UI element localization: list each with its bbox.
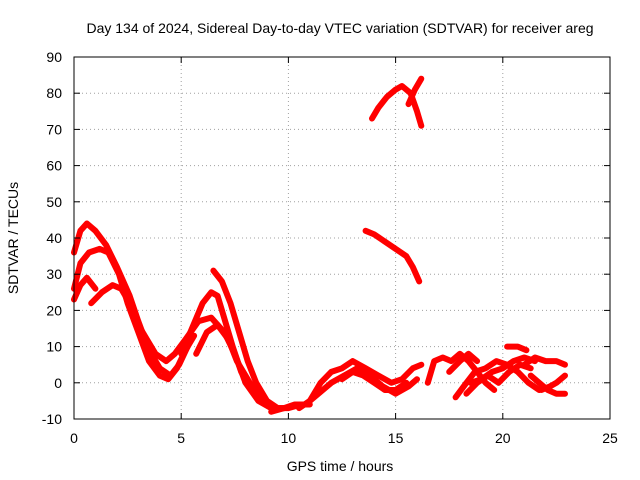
x-axis-ticks: 0 5 10 15 20 25 — [70, 57, 618, 446]
y-axis-title: SDTVAR / TECUs — [5, 182, 21, 294]
y-tick-label: 70 — [46, 121, 62, 137]
series-arc-11 — [339, 368, 410, 393]
series-group — [71, 75, 568, 415]
y-tick-label: 0 — [54, 375, 62, 391]
y-tick-label: 30 — [46, 266, 62, 282]
series-arc-21 — [521, 354, 568, 368]
series-arc-13 — [369, 83, 425, 129]
x-tick-label: 25 — [602, 430, 618, 446]
series-arc-9 — [296, 358, 425, 412]
series-arc-14 — [405, 75, 425, 108]
series-arc-19 — [467, 354, 538, 386]
y-tick-label: 20 — [46, 302, 62, 318]
series-arc-10 — [302, 365, 420, 408]
series-arc-23 — [538, 372, 568, 393]
x-tick-label: 10 — [281, 430, 297, 446]
grid — [74, 57, 610, 419]
series-arc-20 — [504, 343, 530, 354]
series-arc-3 — [71, 274, 99, 303]
series-arc-17 — [452, 358, 543, 401]
x-tick-label: 0 — [70, 430, 78, 446]
y-tick-label: 50 — [46, 194, 62, 210]
y-tick-label: 60 — [46, 158, 62, 174]
y-tick-label: 80 — [46, 85, 62, 101]
x-tick-label: 15 — [388, 430, 404, 446]
chart-title: Day 134 of 2024, Sidereal Day-to-day VTE… — [86, 20, 593, 36]
x-axis-title: GPS time / hours — [287, 458, 394, 474]
series-arc-12 — [362, 227, 423, 285]
y-axis-ticks: -10 0 10 20 30 40 50 60 70 80 90 — [42, 49, 610, 427]
x-tick-label: 20 — [495, 430, 511, 446]
y-tick-label: 40 — [46, 230, 62, 246]
series-arc-6 — [193, 321, 279, 412]
y-tick-label: -10 — [42, 411, 62, 427]
x-tick-label: 5 — [177, 430, 185, 446]
y-tick-label: 10 — [46, 339, 62, 355]
series-arc-16 — [446, 350, 481, 375]
y-tick-label: 90 — [46, 49, 62, 65]
